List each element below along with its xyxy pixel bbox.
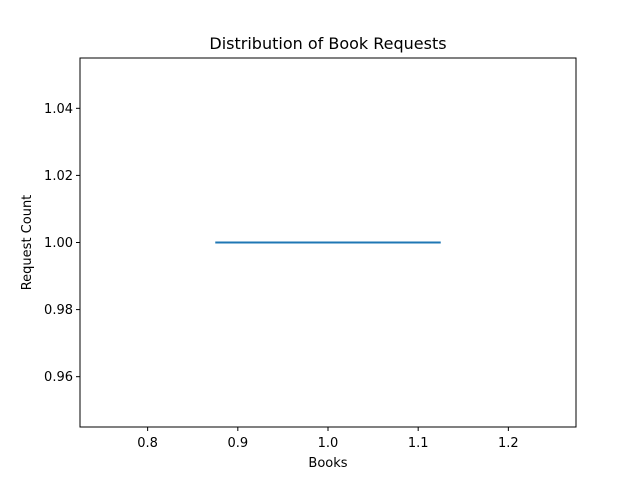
- x-axis-label: Books: [308, 456, 347, 471]
- x-tick-label: 0.9: [227, 436, 248, 451]
- x-tick-label: 1.2: [498, 436, 519, 451]
- x-tick-label: 0.8: [137, 436, 158, 451]
- x-tick-label: 1.1: [408, 436, 429, 451]
- y-axis: 0.96 0.98 1.00 1.02 1.04: [44, 102, 80, 385]
- y-tick-label: 0.96: [44, 370, 73, 385]
- chart-title: Distribution of Book Requests: [209, 34, 446, 53]
- y-tick-label: 0.98: [44, 303, 73, 318]
- axes-frame: [79, 57, 577, 428]
- y-tick-label: 1.02: [44, 169, 73, 184]
- x-axis: 0.8 0.9 1.0 1.1 1.2: [137, 427, 519, 451]
- x-tick-label: 1.0: [318, 436, 339, 451]
- y-axis-label: Request Count: [20, 195, 35, 291]
- y-tick-label: 1.04: [44, 102, 73, 117]
- y-tick-label: 1.00: [44, 236, 73, 251]
